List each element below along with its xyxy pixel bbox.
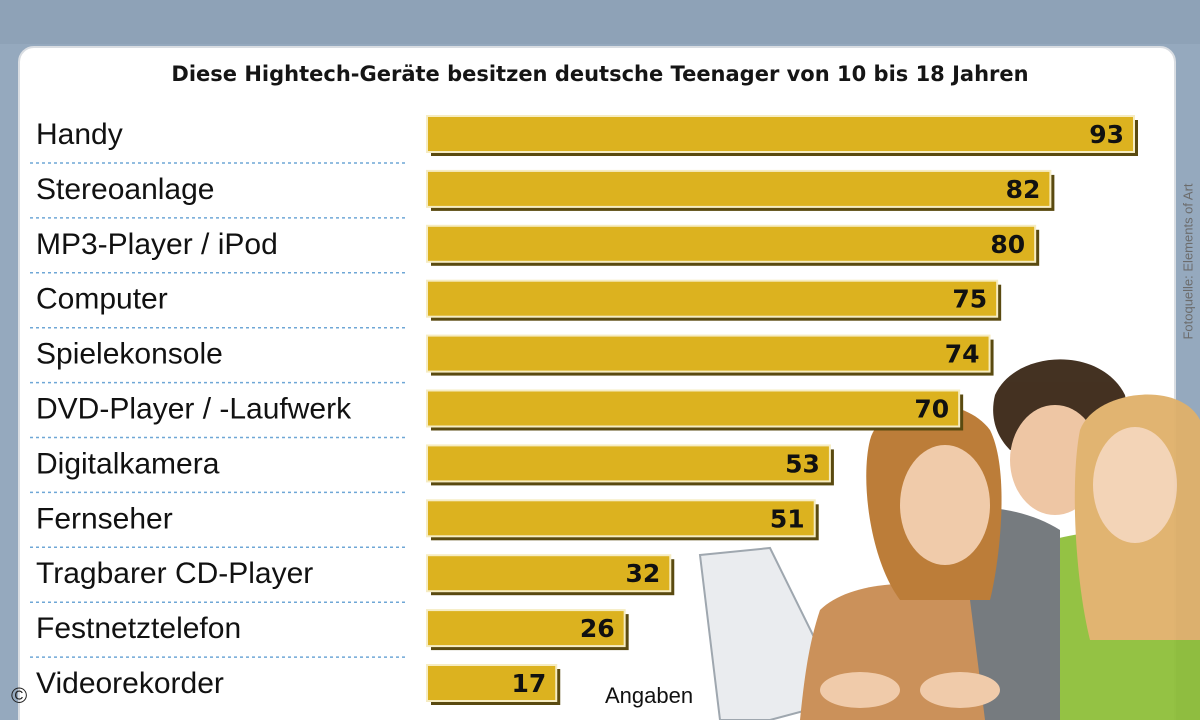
- bar-5: [426, 389, 961, 428]
- photo-credit: Fotoquelle: Elements of Art: [1180, 183, 1196, 340]
- category-label: Festnetztelefon: [36, 612, 241, 645]
- bar-6: [426, 444, 831, 483]
- category-label: Fernseher: [36, 502, 173, 535]
- category-label: Handy: [36, 118, 123, 151]
- bar-4: [426, 334, 991, 373]
- bar-value-label: 17: [511, 669, 546, 698]
- bar-0: [426, 115, 1135, 153]
- bar-value-label: 74: [945, 340, 980, 369]
- category-label: DVD-Player / -Laufwerk: [36, 393, 352, 426]
- category-label: Videorekorder: [36, 667, 224, 700]
- bar-10: [426, 664, 558, 702]
- bar-value-label: 80: [990, 230, 1025, 259]
- teenagers-illustration: [698, 359, 1200, 720]
- category-label: Computer: [36, 283, 168, 316]
- bar-value-label: 51: [770, 504, 805, 533]
- category-label: Stereoanlage: [36, 173, 214, 206]
- bar-3: [426, 279, 999, 318]
- bar-value-label: 93: [1089, 120, 1124, 149]
- chart-subtitle: Diese Hightech-Geräte besitzen deutsche …: [171, 62, 1029, 86]
- category-label: MP3-Player / iPod: [36, 228, 278, 261]
- copyright-symbol: ©: [11, 683, 28, 708]
- category-label: Tragbarer CD-Player: [36, 557, 313, 590]
- bar-value-label: 32: [625, 559, 660, 588]
- unit-label: Angaben: [605, 683, 694, 708]
- bar-9: [426, 609, 626, 648]
- bar-value-label: 75: [952, 285, 987, 314]
- bar-value-label: 70: [914, 395, 949, 424]
- bar-value-label: 53: [785, 449, 820, 478]
- bar-7: [426, 499, 816, 538]
- bar-8: [426, 554, 672, 593]
- bar-2: [426, 224, 1037, 263]
- bar-value-label: 82: [1006, 175, 1041, 204]
- bar-1: [426, 169, 1052, 208]
- bar-value-label: 26: [580, 614, 615, 643]
- category-label: Spielekonsole: [36, 338, 223, 371]
- category-label: Digitalkamera: [36, 447, 220, 480]
- title-band: [0, 0, 1200, 44]
